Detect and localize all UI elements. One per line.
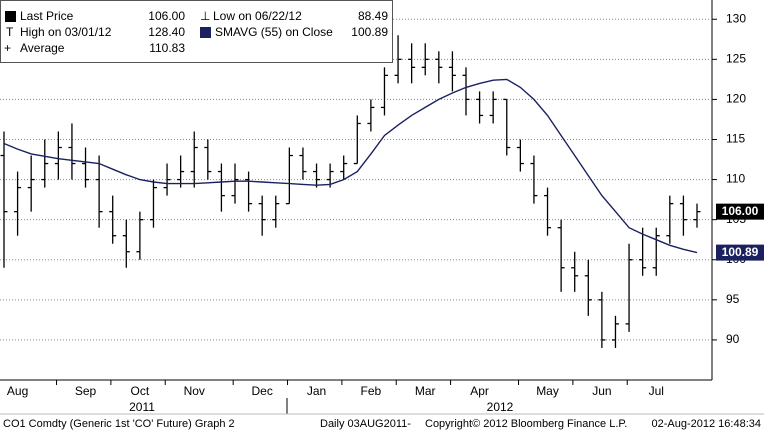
x-tick-label: Dec bbox=[252, 384, 273, 398]
plot: 9095100105110115120125130AugSepOctNovDec… bbox=[0, 11, 764, 414]
footer-copyright: Copyright© 2012 Bloomberg Finance L.P. bbox=[425, 418, 627, 430]
legend-swatch bbox=[5, 11, 16, 22]
sma-badge-label: 100.89 bbox=[722, 245, 759, 259]
y-tick-label: 90 bbox=[726, 332, 740, 346]
y-tick-label: 120 bbox=[726, 92, 746, 106]
x-tick-label: May bbox=[536, 384, 559, 398]
footer-period: Daily 03AUG2011- bbox=[320, 418, 411, 430]
last-price-badge bbox=[716, 203, 764, 220]
legend-icon: ⊥ bbox=[200, 9, 210, 23]
x-tick-label: Oct bbox=[131, 384, 150, 398]
legend-box bbox=[0, 0, 393, 63]
y-tick-label: 110 bbox=[726, 172, 745, 186]
sma-badge bbox=[716, 244, 764, 261]
legend-label: Low on 06/22/12 bbox=[213, 9, 302, 23]
y-tick-label: 95 bbox=[726, 292, 740, 306]
y-tick-label: 130 bbox=[726, 11, 746, 25]
year-label: 2012 bbox=[487, 400, 514, 414]
sma-line bbox=[3, 78, 698, 254]
x-tick-label: Jun bbox=[592, 384, 611, 398]
x-tick-label: Sep bbox=[75, 384, 97, 398]
last-price-badge-label: 106.00 bbox=[722, 204, 759, 218]
footer-security: CO1 Comdty (Generic 1st 'CO' Future) Gra… bbox=[3, 418, 235, 430]
x-tick-label: Mar bbox=[415, 384, 436, 398]
legend-swatch bbox=[200, 27, 211, 38]
legend-label: SMAVG (55) on Close bbox=[215, 25, 333, 39]
x-tick-label: Jan bbox=[307, 384, 326, 398]
footer-timestamp: 02-Aug-2012 16:48:34 bbox=[652, 418, 761, 430]
y-tick-label: 125 bbox=[726, 51, 746, 65]
legend-label: Average bbox=[20, 41, 65, 55]
legend-value: 110.83 bbox=[149, 41, 185, 55]
x-tick-label: Aug bbox=[7, 384, 28, 398]
legend-label: High on 03/01/12 bbox=[20, 25, 112, 39]
legend-icon: T bbox=[6, 25, 14, 39]
x-tick-label: Jul bbox=[649, 384, 664, 398]
legend-icon: + bbox=[4, 41, 11, 55]
legend-value: 128.40 bbox=[148, 25, 185, 39]
legend: Last Price 106.00 ⊥ Low on 06/22/12 88.4… bbox=[0, 0, 393, 63]
year-label: 2011 bbox=[129, 400, 155, 414]
x-tick-label: Apr bbox=[470, 384, 489, 398]
legend-value: 100.89 bbox=[351, 25, 388, 39]
x-tick-label: Nov bbox=[184, 384, 205, 398]
y-tick-label: 115 bbox=[726, 132, 745, 146]
legend-value: 106.00 bbox=[148, 9, 185, 23]
legend-value: 88.49 bbox=[358, 9, 388, 23]
legend-label: Last Price bbox=[20, 9, 74, 23]
x-tick-label: Feb bbox=[361, 384, 382, 398]
